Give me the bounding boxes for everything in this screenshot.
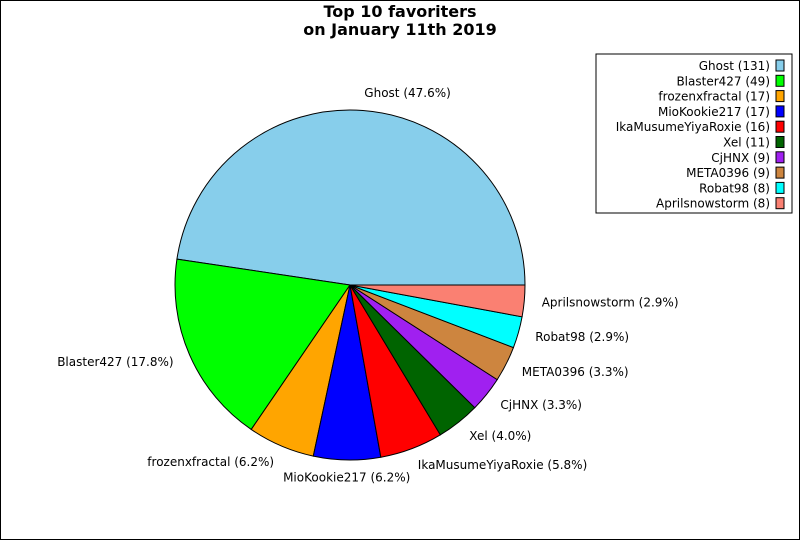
pie-slice-ghost xyxy=(176,109,526,286)
legend-entry-ikamusumeyiyaroxie: IkaMusumeYiyaRoxie (16) xyxy=(616,120,770,134)
legend-swatch-ghost xyxy=(775,59,785,72)
legend: Ghost (131)Blaster427 (49) frozenxfractal… xyxy=(595,53,793,214)
legend-entry-ghost: Ghost (131) xyxy=(699,59,770,73)
slice-label-cjhnx: CjHNX (3.3%) xyxy=(500,398,582,412)
chart-title-line-1: Top 10 favoriters xyxy=(323,2,476,21)
legend-entry-miokookie217: MioKookie217 (17) xyxy=(658,105,770,119)
pie-slice-labels: Ghost (47.6%) Blaster427 (17.8%) frozenxfr… xyxy=(57,86,678,485)
legend-entry-frozenxfractal: frozenxfractal (17) xyxy=(658,90,770,104)
slice-label-blaster427: Blaster427 (17.8%) xyxy=(57,355,173,369)
slice-label-robat98: Robat98 (2.9%) xyxy=(535,330,629,344)
slice-label-meta0396: META0396 (3.3%) xyxy=(522,365,629,379)
legend-swatch-frozenxfractal xyxy=(775,90,785,103)
legend-swatch-meta0396 xyxy=(775,166,785,179)
slice-label-xel: Xel (4.0%) xyxy=(469,429,531,443)
slice-label-aprilsnowstorm: Aprilsnowstorm (2.9%) xyxy=(542,296,679,310)
legend-entry-cjhnx: CjHNX (9) xyxy=(711,151,770,165)
legend-entry-aprilsnowstorm: Aprilsnowstorm (8) xyxy=(656,197,770,211)
pie-slices xyxy=(174,109,526,461)
chart-title-line-2: on January 11th 2019 xyxy=(303,20,497,39)
legend-entry-robat98: Robat98 (8) xyxy=(699,181,770,195)
legend-entry-blaster427: Blaster427 (49) xyxy=(676,74,770,88)
pie-slice-blaster427 xyxy=(174,258,351,431)
legend-box xyxy=(595,53,793,214)
legend-swatch-miokookie217 xyxy=(775,105,785,118)
legend-swatch-ikamusumeyiyaroxie xyxy=(775,120,785,133)
legend-entry-meta0396: META0396 (9) xyxy=(686,166,770,180)
slice-label-frozenxfractal: frozenxfractal (6.2%) xyxy=(147,455,274,469)
pie-slice-aprilsnowstorm xyxy=(349,284,526,318)
slice-label-miokookie217: MioKookie217 (6.2%) xyxy=(283,471,410,485)
legend-swatch-robat98 xyxy=(775,181,785,194)
slice-label-ikamusumeyiyaroxie: IkaMusumeYiyaRoxie (5.8%) xyxy=(418,458,587,472)
legend-swatch-blaster427 xyxy=(775,74,785,87)
legend-swatch-aprilsnowstorm xyxy=(775,197,785,210)
slice-label-ghost: Ghost (47.6%) xyxy=(364,86,451,100)
legend-swatch-xel xyxy=(775,136,785,148)
legend-entry-xel: Xel (11) xyxy=(723,136,770,150)
chart-title: Top 10 favoriters on January 11th 2019 xyxy=(303,2,497,39)
legend-swatch-cjhnx xyxy=(775,151,785,164)
